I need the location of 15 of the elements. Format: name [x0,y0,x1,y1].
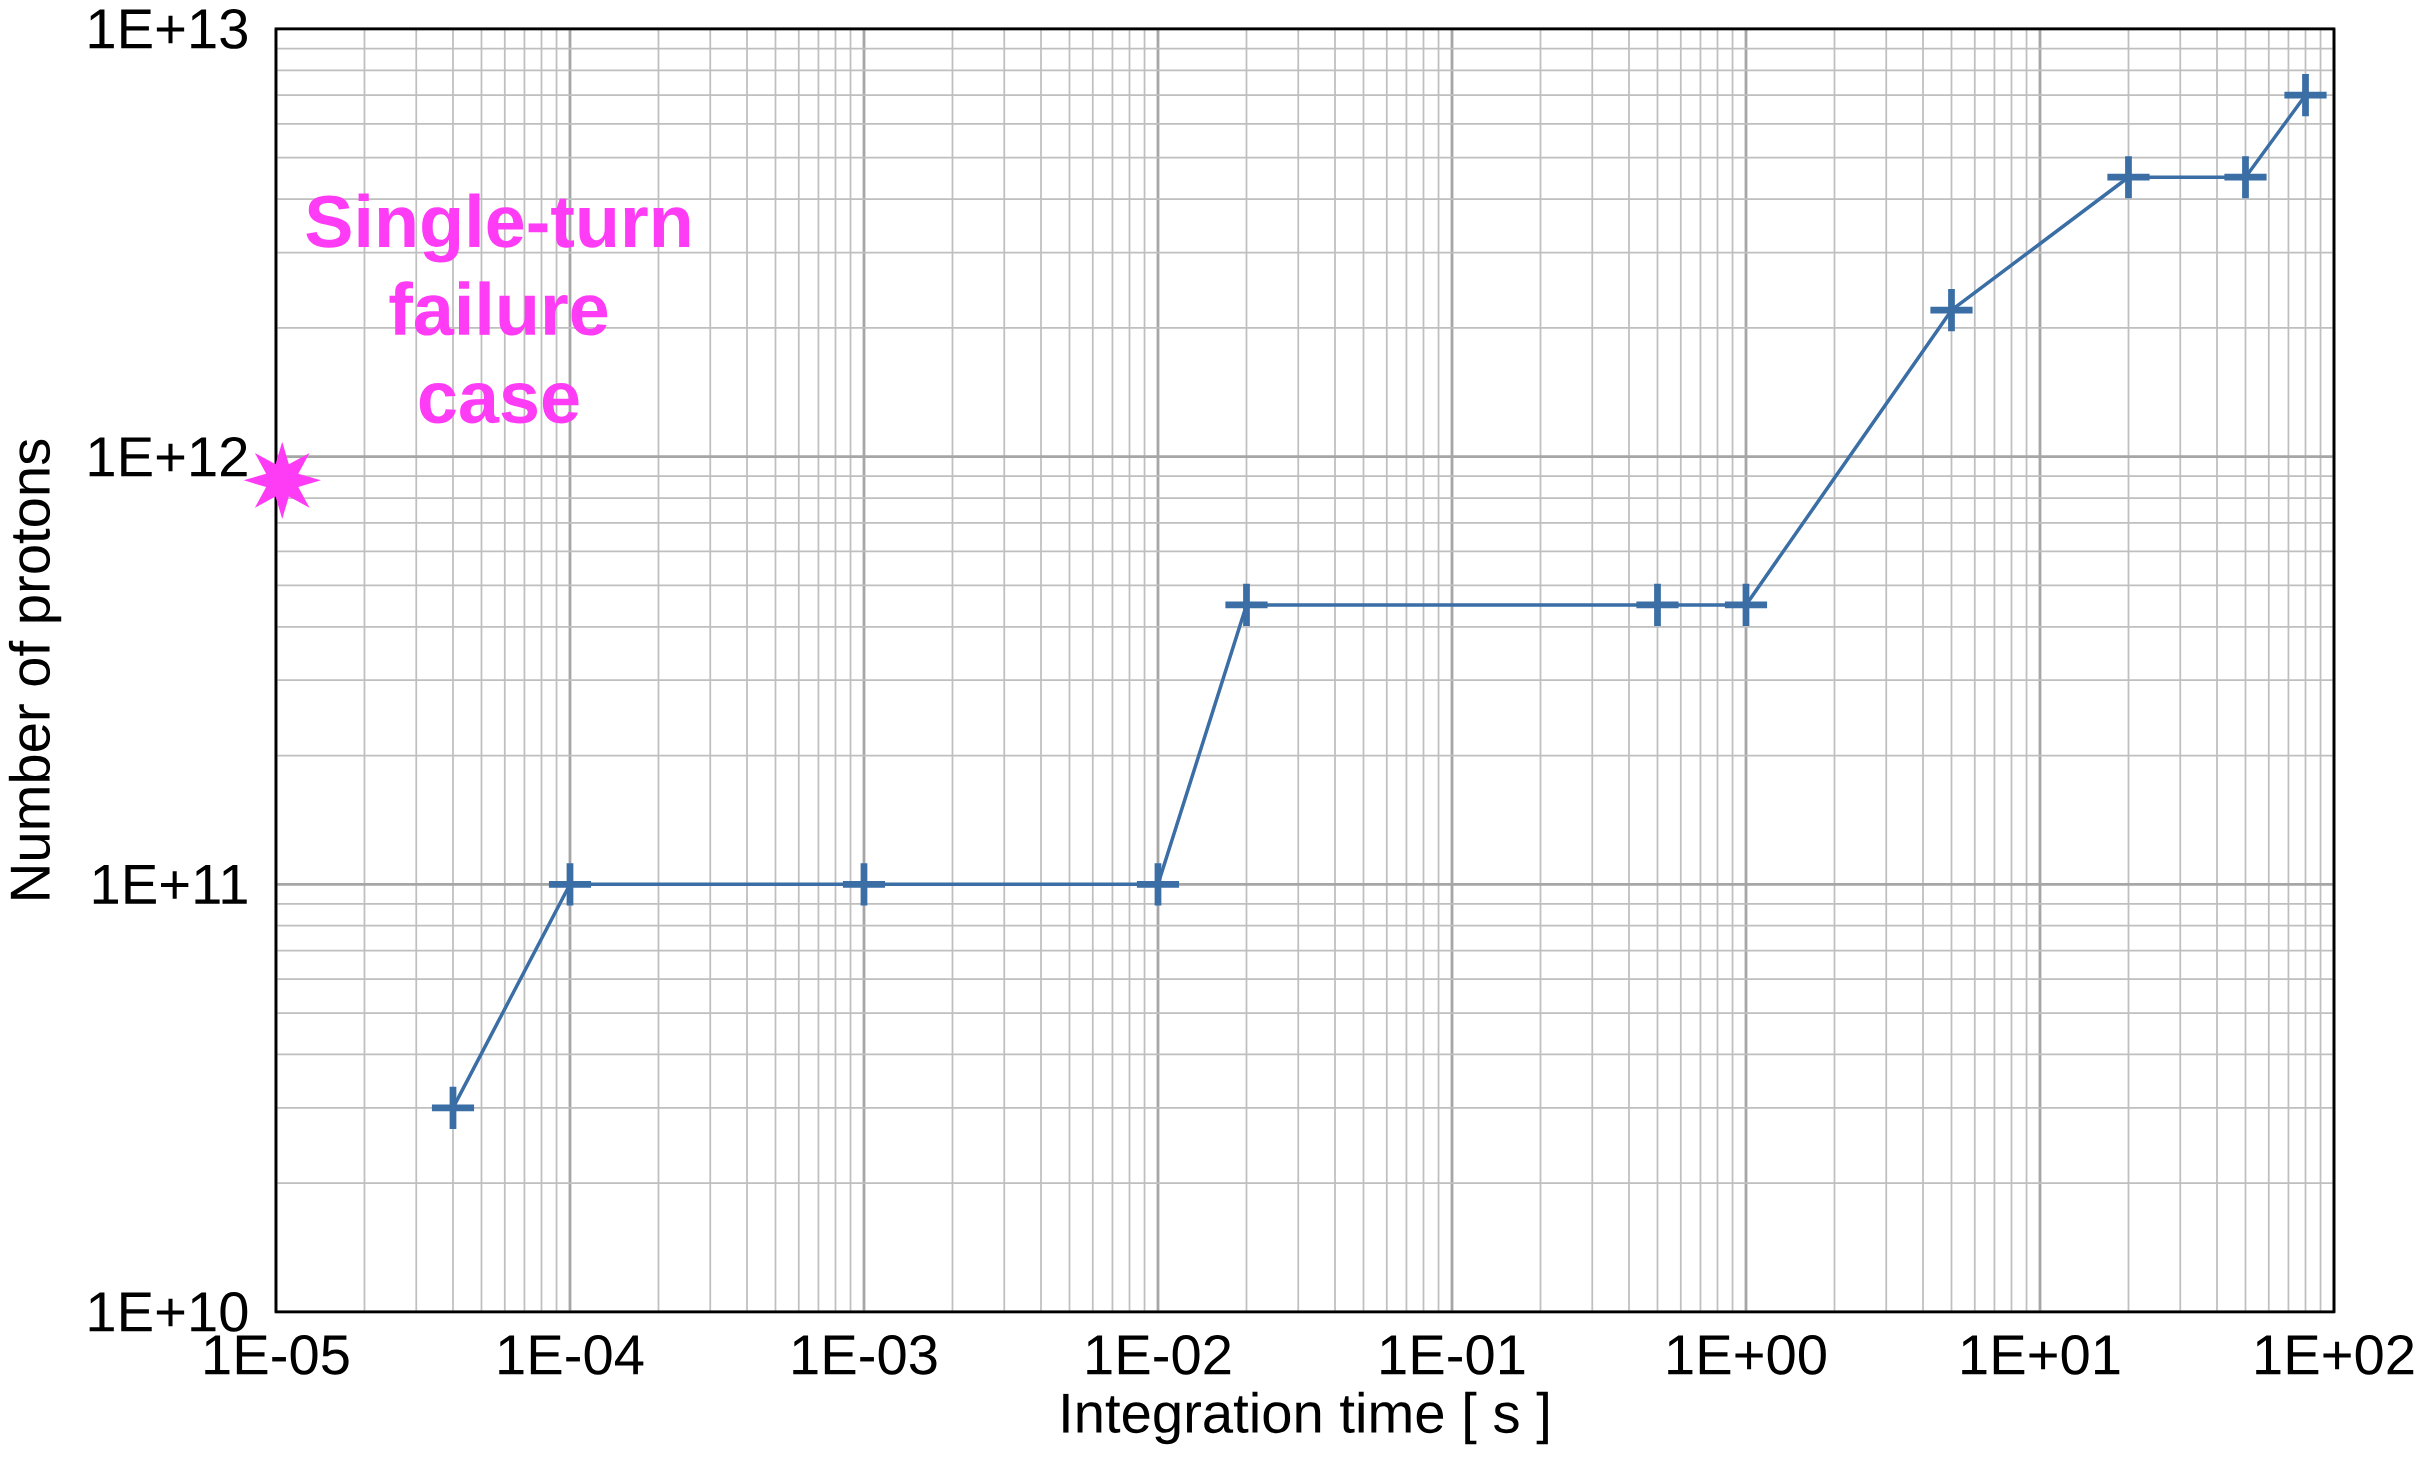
x-tick-label: 1E-02 [1087,1334,1231,1375]
y-tick-label: 1E+12 [89,437,247,477]
y-tick-label: 1E+11 [93,864,247,904]
x-tick-label: 1E+01 [1962,1334,2120,1375]
x-tick-label: 1E-01 [1381,1334,1525,1375]
series-label: Single-turn failure case [306,193,690,424]
x-axis-title: Integration time [ s ] [1063,1391,1548,1445]
x-tick-label: 1E+02 [2256,1334,2414,1375]
x-tick-label: 1E+00 [1668,1334,1826,1375]
x-tick-label: 1E-04 [499,1334,644,1375]
x-tick-label: 1E-05 [205,1334,349,1375]
y-tick-label: 1E+10 [89,1292,248,1332]
y-tick-label: 1E+13 [89,9,247,49]
y-axis-title: Number of protons [8,439,62,899]
x-tick-label: 1E-03 [793,1334,937,1375]
